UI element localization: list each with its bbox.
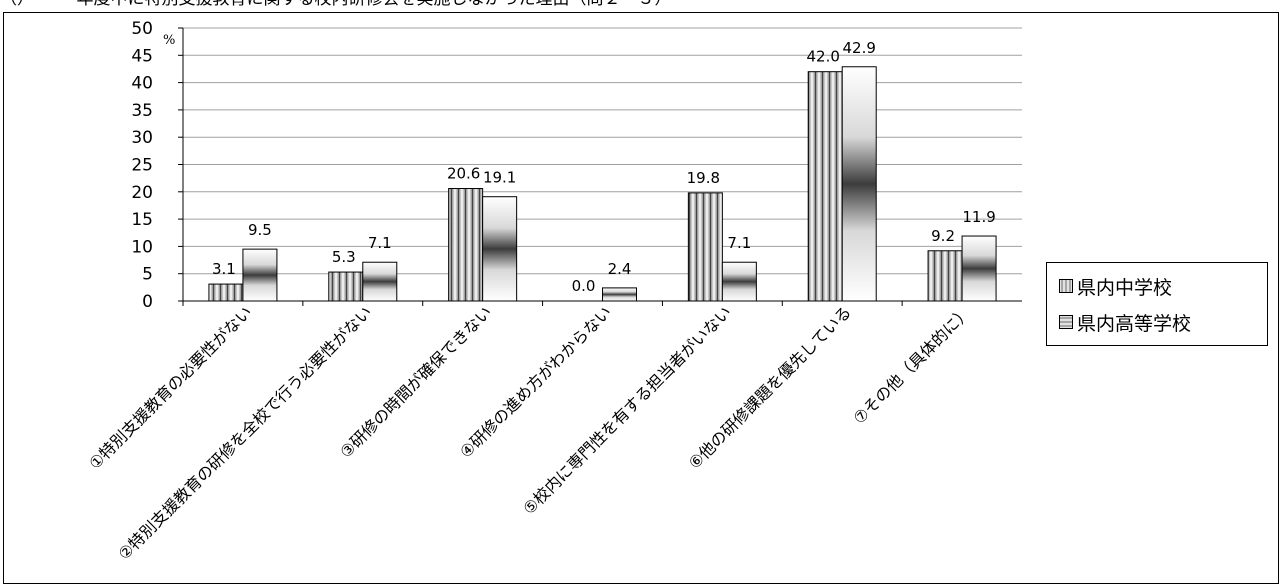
data-label: 7.1 [727,234,751,252]
data-label: 0.0 [572,277,596,295]
x-category-label: ②特別支援教育の研修を全校で行う必要性がない [114,302,375,563]
bar-series2-2 [362,261,398,302]
bar-series1-6 [807,71,843,302]
x-category-label: ⑤校内に専門性を有する担当者がいない [519,302,735,518]
data-label: 11.9 [962,208,995,226]
bar-series1-1 [208,283,244,302]
data-label: 19.1 [483,169,516,187]
legend-item-series2: 県内高等学校 [1059,309,1191,335]
y-tick-label: 50 [131,19,153,39]
bar-series1-2 [328,271,364,302]
data-label: 20.6 [447,165,480,183]
y-tick-label: 0 [142,292,153,312]
y-tick-label: 25 [131,156,153,176]
y-tick-label: 45 [131,46,153,66]
data-label: 42.0 [807,48,840,66]
bar-series2-7 [961,235,997,302]
data-label: 19.8 [687,169,720,187]
bar-series2-4 [602,287,637,302]
legend-label-series2: 県内高等学校 [1077,312,1192,335]
legend-item-series1: 県内中学校 [1059,273,1172,299]
y-tick-label: 5 [142,265,153,285]
chart-frame [3,12,1279,584]
y-unit-label: % [163,33,175,48]
bar-series1-5 [687,192,723,302]
data-label: 5.3 [332,248,356,266]
data-label: 42.9 [843,39,876,57]
data-label: 9.2 [931,227,955,245]
legend-swatch-series1 [1059,279,1073,293]
bar-series2-1 [242,248,278,302]
y-tick-label: 20 [131,183,153,203]
bar-series1-7 [927,250,963,302]
y-tick-label: 15 [131,210,153,230]
legend-label-series1: 県内中学校 [1077,276,1173,299]
data-label: 2.4 [608,260,632,278]
bar-series2-5 [721,261,757,302]
legend-swatch-series2 [1059,315,1073,329]
bar-series1-3 [448,188,484,302]
bar-series2-3 [482,196,518,302]
y-tick-label: 40 [131,74,153,94]
legend: 県内中学校 県内高等学校 [1046,262,1268,346]
data-label: 3.1 [212,260,236,278]
x-category-label: ⑦その他（具体的に） [849,302,974,427]
data-label: 9.5 [248,221,272,239]
chart-caption: （） 年度中に特別支援教育に関する校内研修会を実施しなかった理由（問２－３） [0,0,1282,9]
bar-series2-6 [841,66,877,302]
y-tick-label: 10 [131,237,153,257]
y-tick-label: 35 [131,101,153,121]
data-label: 7.1 [368,234,392,252]
y-tick-label: 30 [131,128,153,148]
